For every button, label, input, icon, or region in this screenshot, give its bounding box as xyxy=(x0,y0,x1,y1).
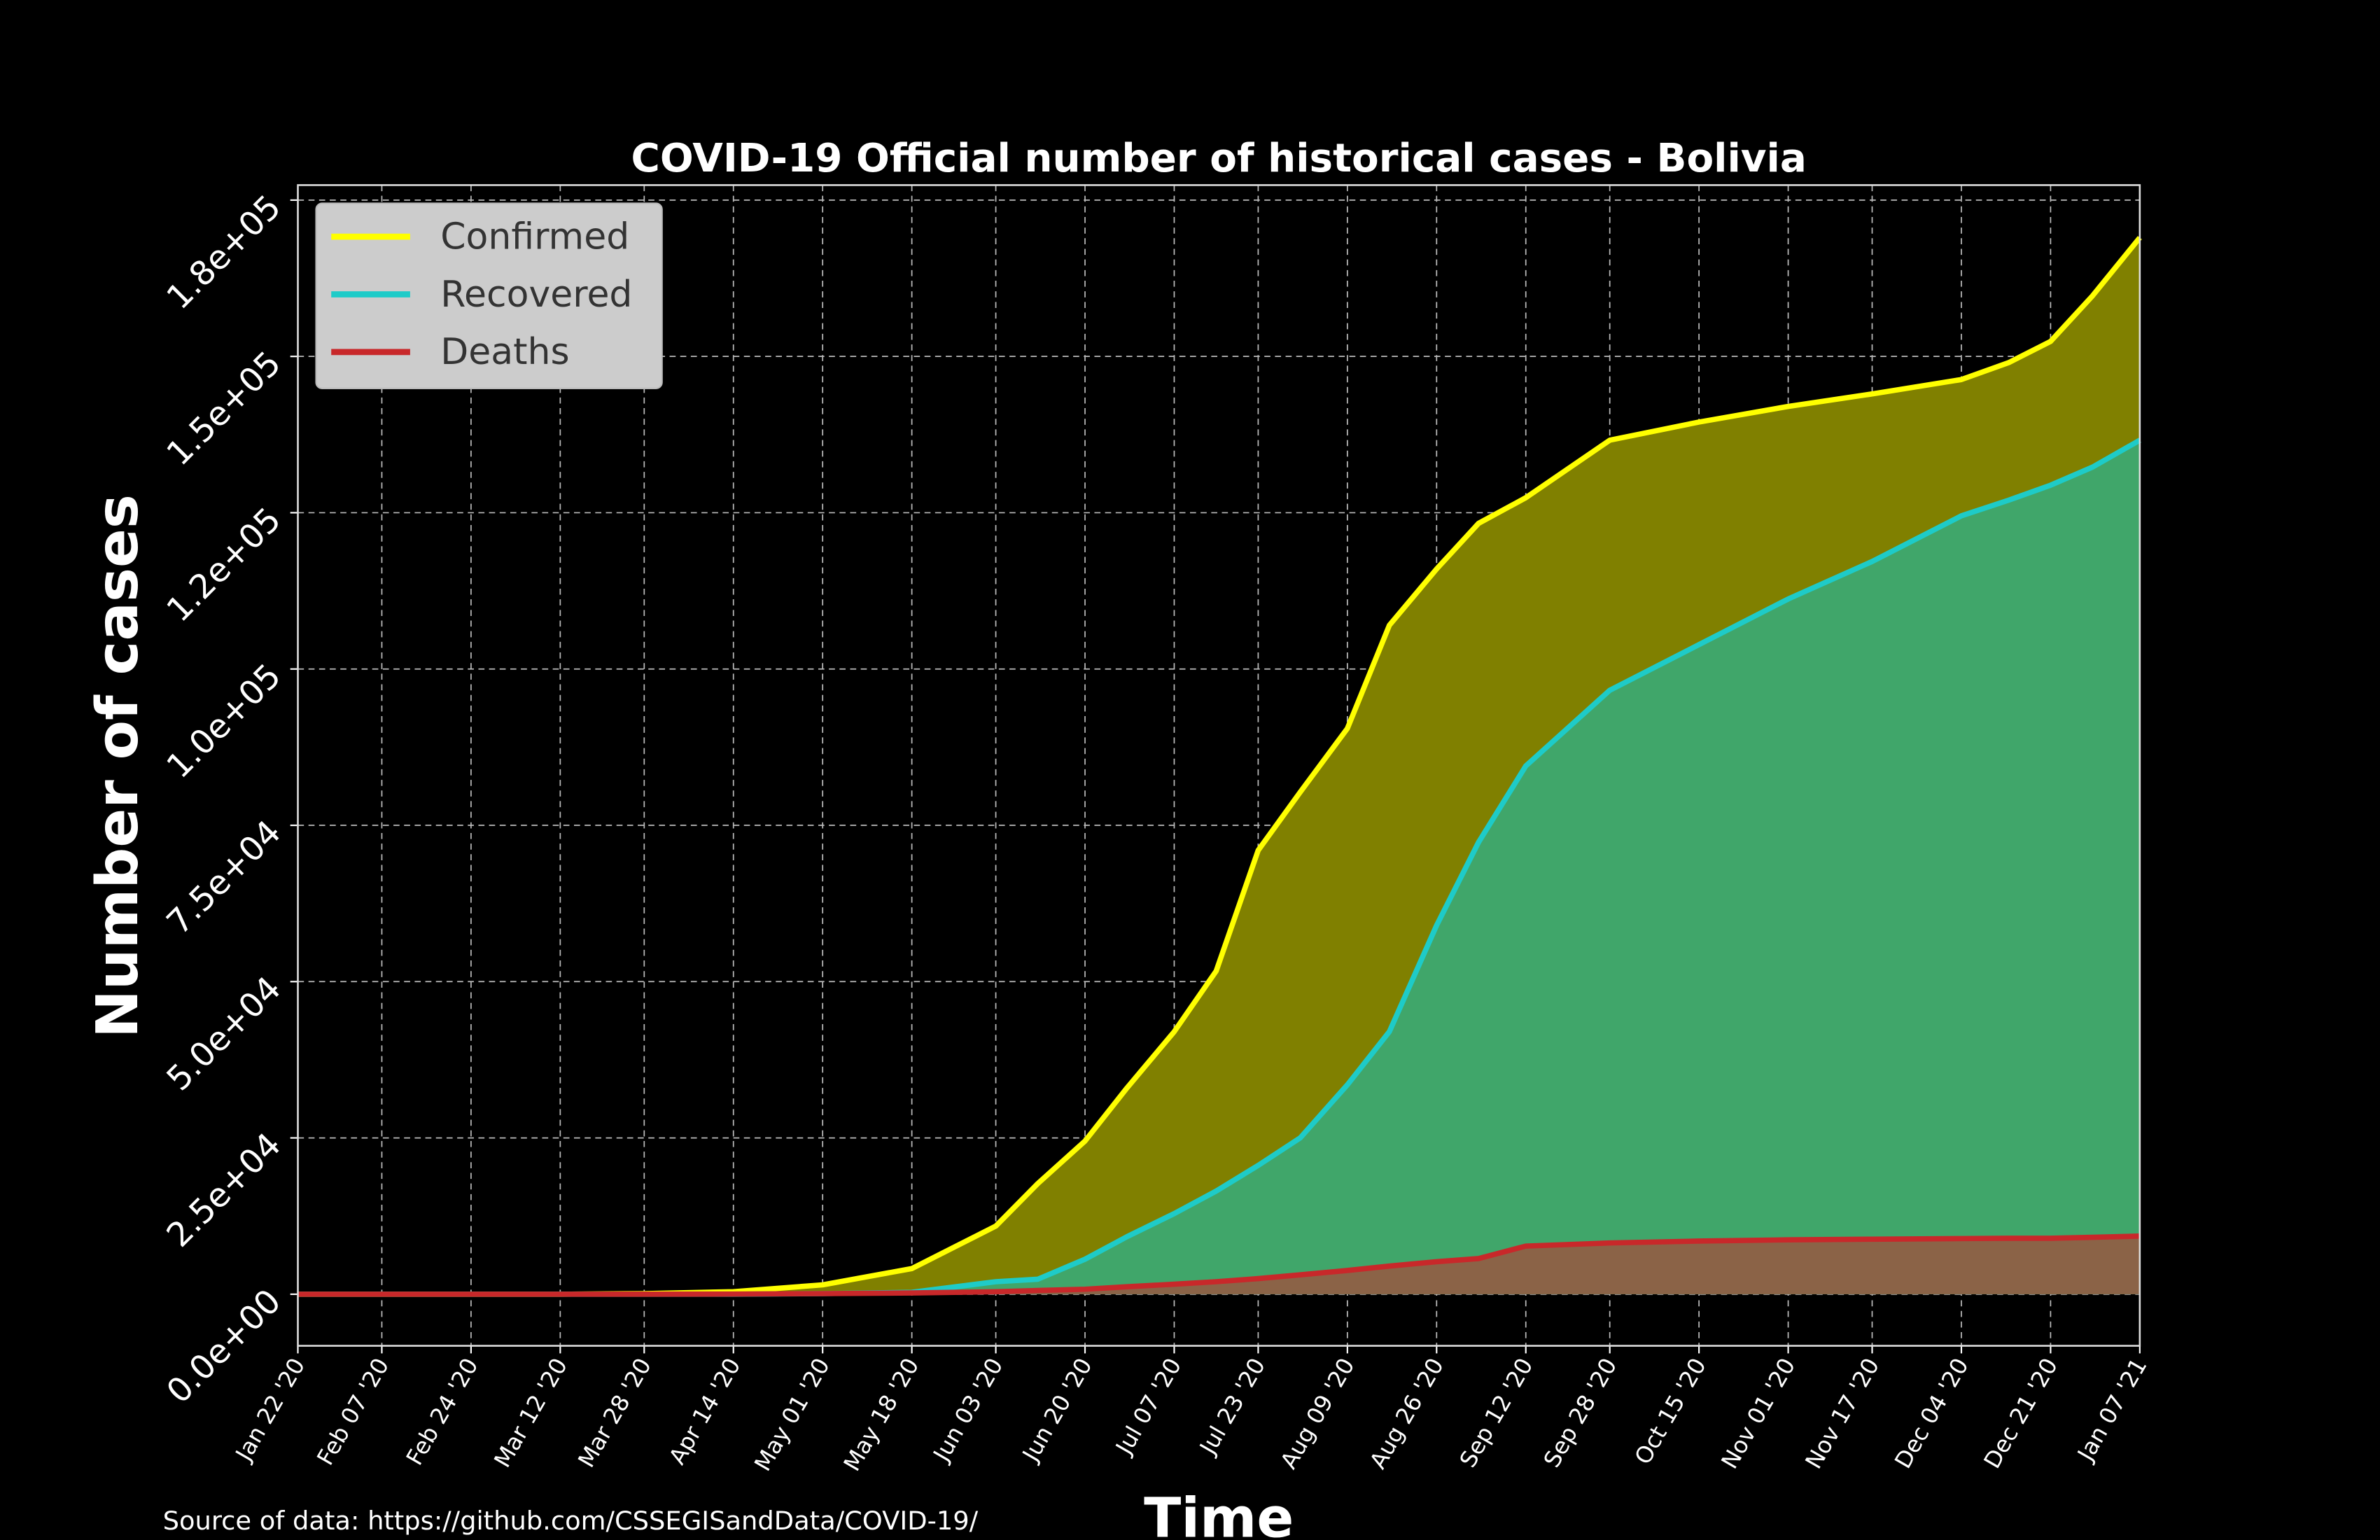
legend-label: Confirmed xyxy=(440,216,629,258)
legend-label: Recovered xyxy=(440,274,632,316)
plot-frame xyxy=(297,184,2141,1347)
area xyxy=(298,1236,2140,1294)
x-axis-label: Time xyxy=(1144,1488,1294,1540)
y-axis-label: Number of cases xyxy=(85,494,151,1038)
legend-box xyxy=(315,202,663,389)
line xyxy=(298,1233,2140,1297)
source-note: Source of data: https://github.com/CSSEG… xyxy=(163,1506,979,1536)
legend-label: Deaths xyxy=(440,331,569,373)
area xyxy=(298,440,2140,1294)
chart-title: COVID-19 Official number of historical c… xyxy=(631,136,1806,181)
